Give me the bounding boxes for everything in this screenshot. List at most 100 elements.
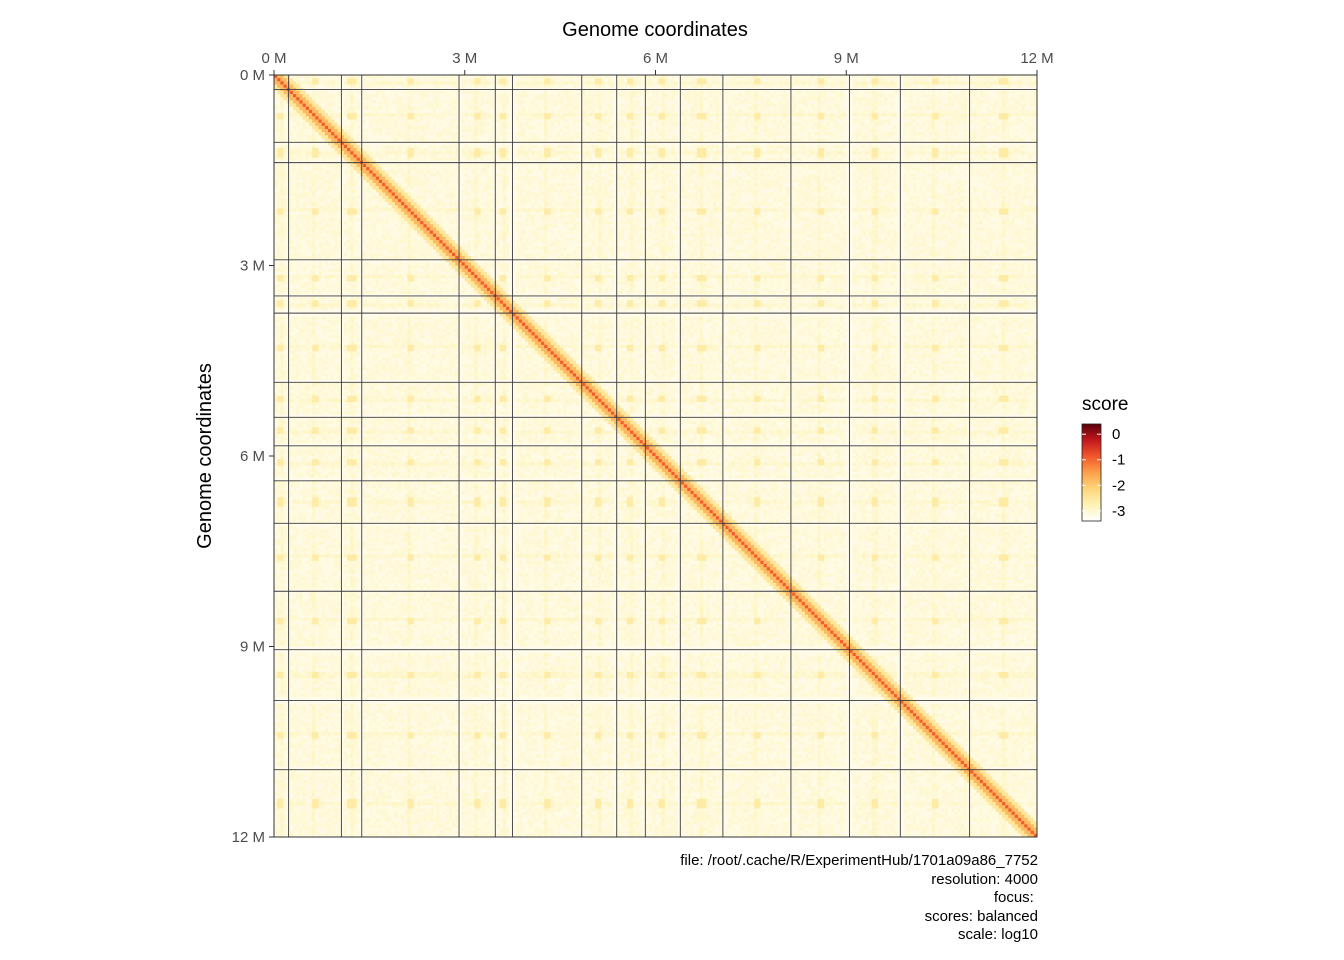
heatmap-cell	[331, 596, 334, 599]
heatmap-cell	[303, 561, 306, 564]
heatmap-cell	[284, 100, 287, 103]
heatmap-cell	[312, 240, 315, 243]
heatmap-cell	[280, 215, 283, 218]
heatmap-cell	[334, 373, 337, 376]
heatmap-cell	[309, 158, 312, 161]
heatmap-cell	[315, 475, 318, 478]
heatmap-cell	[277, 710, 280, 713]
heatmap-cell	[328, 351, 331, 354]
heatmap-cell	[331, 135, 334, 138]
heatmap-cell	[312, 491, 315, 494]
heatmap-cell	[312, 459, 315, 462]
heatmap-cell	[325, 716, 328, 719]
heatmap-cell	[331, 212, 334, 215]
heatmap-cell	[284, 129, 287, 132]
heatmap-cell	[290, 586, 293, 589]
heatmap-cell	[309, 586, 312, 589]
heatmap-cell	[290, 777, 293, 780]
heatmap-cell	[277, 240, 280, 243]
heatmap-cell	[334, 358, 337, 361]
heatmap-cell	[293, 720, 296, 723]
heatmap-cell	[331, 253, 334, 256]
heatmap-cell	[312, 202, 315, 205]
heatmap-cell	[296, 548, 299, 551]
heatmap-cell	[331, 707, 334, 710]
heatmap-cell	[296, 373, 299, 376]
heatmap-cell	[280, 389, 283, 392]
heatmap-cell	[277, 285, 280, 288]
heatmap-cell	[290, 475, 293, 478]
heatmap-cell	[280, 485, 283, 488]
heatmap-cell	[274, 339, 277, 342]
heatmap-cell	[325, 164, 328, 167]
heatmap-cell	[293, 573, 296, 576]
heatmap-cell	[315, 208, 318, 211]
heatmap-cell	[306, 827, 309, 830]
heatmap-cell	[328, 513, 331, 516]
heatmap-cell	[309, 618, 312, 621]
heatmap-cell	[334, 399, 337, 402]
heatmap-cell	[328, 681, 331, 684]
heatmap-cell	[280, 608, 283, 611]
heatmap-cell	[331, 421, 334, 424]
heatmap-cell	[303, 402, 306, 405]
heatmap-cell	[312, 389, 315, 392]
heatmap-cell	[334, 475, 337, 478]
heatmap-cell	[274, 507, 277, 510]
heatmap-cell	[322, 342, 325, 345]
heatmap-cell	[296, 761, 299, 764]
heatmap-cell	[277, 300, 280, 303]
heatmap-cell	[322, 548, 325, 551]
heatmap-cell	[284, 824, 287, 827]
heatmap-cell	[325, 504, 328, 507]
heatmap-cell	[306, 266, 309, 269]
heatmap-cell	[274, 154, 277, 157]
heatmap-cell	[290, 602, 293, 605]
heatmap-cell	[299, 548, 302, 551]
heatmap-cell	[303, 818, 306, 821]
heatmap-cell	[306, 75, 309, 78]
heatmap-cell	[306, 135, 309, 138]
heatmap-cell	[325, 183, 328, 186]
heatmap-cell	[280, 748, 283, 751]
heatmap-cell	[296, 354, 299, 357]
heatmap-cell	[296, 627, 299, 630]
heatmap-cell	[331, 367, 334, 370]
heatmap-cell	[277, 177, 280, 180]
heatmap-cell	[303, 488, 306, 491]
heatmap-cell	[322, 456, 325, 459]
heatmap-cell	[284, 570, 287, 573]
heatmap-cell	[322, 386, 325, 389]
heatmap-cell	[277, 786, 280, 789]
heatmap-cell	[284, 307, 287, 310]
heatmap-cell	[331, 802, 334, 805]
heatmap-cell	[280, 237, 283, 240]
heatmap-cell	[322, 208, 325, 211]
heatmap-cell	[299, 716, 302, 719]
heatmap-cell	[303, 281, 306, 284]
heatmap-cell	[299, 323, 302, 326]
heatmap-cell	[299, 367, 302, 370]
heatmap-cell	[299, 81, 302, 84]
heatmap-cell	[293, 466, 296, 469]
heatmap-cell	[293, 716, 296, 719]
heatmap-cell	[331, 237, 334, 240]
heatmap-cell	[334, 345, 337, 348]
heatmap-cell	[331, 624, 334, 627]
heatmap-cell	[290, 554, 293, 557]
heatmap-cell	[319, 189, 322, 192]
heatmap-cell	[303, 250, 306, 253]
heatmap-cell	[331, 361, 334, 364]
heatmap-cell	[334, 529, 337, 532]
heatmap-cell	[274, 815, 277, 818]
heatmap-cell	[309, 462, 312, 465]
heatmap-cell	[293, 81, 296, 84]
heatmap-cell	[306, 319, 309, 322]
heatmap-cell	[309, 154, 312, 157]
heatmap-cell	[331, 205, 334, 208]
heatmap-cell	[319, 91, 322, 94]
heatmap-cell	[319, 599, 322, 602]
heatmap-cell	[277, 462, 280, 465]
heatmap-cell	[274, 691, 277, 694]
heatmap-cell	[309, 383, 312, 386]
